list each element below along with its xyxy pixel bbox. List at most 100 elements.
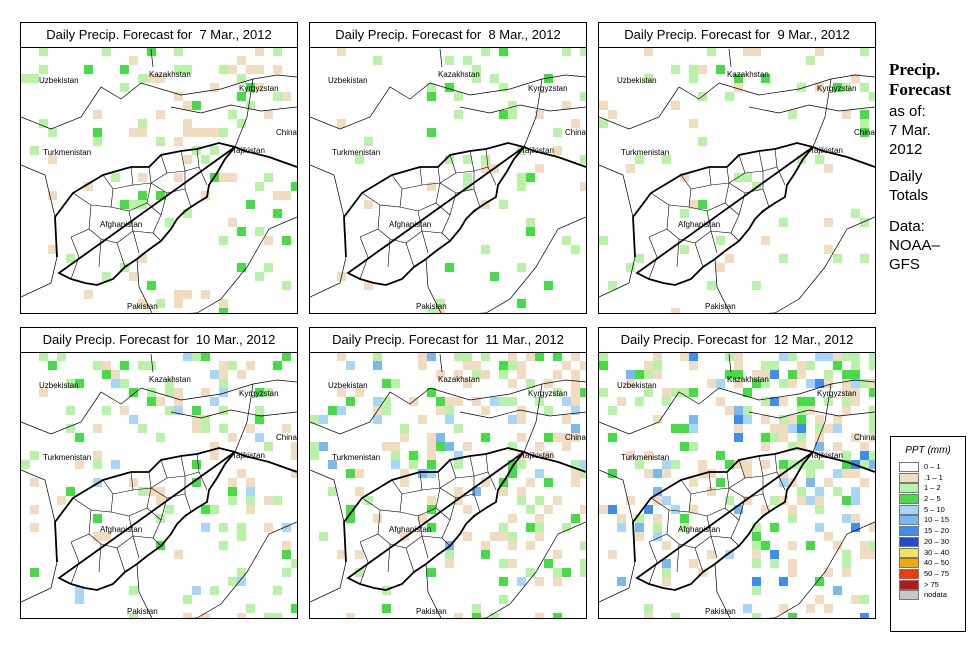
precip-cell bbox=[237, 92, 246, 101]
precip-cell bbox=[255, 47, 264, 56]
precip-cell bbox=[445, 406, 454, 415]
province-border bbox=[88, 533, 102, 573]
province-border bbox=[648, 541, 658, 585]
precip-cell bbox=[842, 460, 851, 469]
precip-cell bbox=[535, 110, 544, 119]
precip-cell bbox=[481, 370, 490, 379]
country-border bbox=[21, 74, 297, 130]
precip-cell bbox=[671, 388, 680, 397]
province-border bbox=[90, 479, 114, 513]
precip-cell bbox=[842, 451, 851, 460]
precip-cell bbox=[210, 146, 219, 155]
legend-swatch bbox=[899, 579, 919, 590]
precip-cell bbox=[517, 263, 526, 272]
precip-cell bbox=[237, 523, 246, 532]
country-label: China bbox=[854, 433, 875, 442]
province-border bbox=[166, 150, 186, 174]
precip-cell bbox=[671, 613, 680, 618]
precip-cell bbox=[562, 47, 571, 56]
precip-cell bbox=[499, 532, 508, 541]
precip-cell bbox=[824, 379, 833, 388]
country-border bbox=[728, 48, 732, 68]
precip-cell bbox=[544, 559, 553, 568]
country-label: Turkmenistan bbox=[621, 148, 669, 157]
precip-cell bbox=[851, 523, 860, 532]
precip-cell bbox=[490, 613, 499, 618]
precip-cell bbox=[725, 496, 734, 505]
precip-cell bbox=[662, 397, 671, 406]
precip-cell bbox=[183, 613, 192, 618]
precip-cell bbox=[571, 388, 580, 397]
precip-cell bbox=[517, 182, 526, 191]
precip-cell bbox=[770, 523, 779, 532]
precip-cell bbox=[824, 164, 833, 173]
precip-cell bbox=[860, 451, 869, 460]
precip-cell bbox=[346, 469, 355, 478]
precip-cell bbox=[481, 406, 490, 415]
precip-cell bbox=[93, 514, 102, 523]
country-border bbox=[234, 78, 254, 148]
legend-swatch bbox=[899, 494, 919, 505]
precip-cell bbox=[770, 361, 779, 370]
precip-cell bbox=[183, 209, 192, 218]
precip-cell bbox=[662, 496, 671, 505]
country-label: Tajikistan bbox=[232, 451, 265, 460]
precip-cell bbox=[761, 74, 770, 83]
precip-cell bbox=[734, 379, 743, 388]
precip-cell bbox=[454, 424, 463, 433]
precip-cell bbox=[463, 442, 472, 451]
precip-cell bbox=[237, 56, 246, 65]
afghanistan-border bbox=[343, 447, 586, 591]
country-border bbox=[310, 469, 345, 523]
precip-cell bbox=[644, 47, 653, 56]
precip-cell bbox=[264, 263, 273, 272]
precip-cell bbox=[75, 595, 84, 604]
province-border bbox=[379, 174, 403, 208]
precip-cell bbox=[851, 209, 860, 218]
precip-cell bbox=[797, 460, 806, 469]
precip-cell bbox=[273, 47, 282, 56]
precip-cell bbox=[255, 83, 264, 92]
precip-cell bbox=[869, 550, 875, 559]
precip-cell bbox=[228, 487, 237, 496]
legend-label: > 75 bbox=[924, 579, 939, 589]
precip-cell bbox=[508, 110, 517, 119]
precip-cell bbox=[653, 514, 662, 523]
country-label: Turkmenistan bbox=[332, 453, 380, 462]
country-border bbox=[714, 521, 875, 618]
country-border bbox=[748, 104, 875, 114]
precip-cell bbox=[436, 299, 445, 308]
precip-cell bbox=[201, 290, 210, 299]
afghanistan-border bbox=[54, 447, 297, 591]
precip-cell bbox=[463, 379, 472, 388]
precip-cell bbox=[39, 47, 48, 56]
precip-cell bbox=[770, 550, 779, 559]
precip-cell bbox=[508, 541, 517, 550]
country-label: Kyrgyzstan bbox=[528, 389, 568, 398]
precip-cell bbox=[860, 442, 869, 451]
precip-cell bbox=[481, 200, 490, 209]
precip-cell bbox=[165, 406, 174, 415]
precip-cell bbox=[255, 388, 264, 397]
precip-cell bbox=[806, 361, 815, 370]
precip-cell bbox=[869, 379, 875, 388]
precip-cell bbox=[219, 128, 228, 137]
precip-cell bbox=[806, 460, 815, 469]
precip-cell bbox=[30, 568, 39, 577]
precip-cell bbox=[30, 478, 39, 487]
precip-cell bbox=[635, 155, 644, 164]
precip-cell bbox=[608, 406, 617, 415]
precip-cell bbox=[553, 613, 562, 618]
precip-cell bbox=[210, 370, 219, 379]
precip-cell bbox=[273, 191, 282, 200]
province-border bbox=[401, 166, 423, 190]
precip-cell bbox=[644, 469, 653, 478]
precip-cell bbox=[653, 361, 662, 370]
precip-cell bbox=[102, 406, 111, 415]
province-border bbox=[776, 166, 786, 186]
precip-cell bbox=[445, 263, 454, 272]
precip-cell bbox=[752, 586, 761, 595]
precip-cell bbox=[553, 550, 562, 559]
province-border bbox=[70, 192, 92, 238]
country-border bbox=[599, 379, 875, 435]
